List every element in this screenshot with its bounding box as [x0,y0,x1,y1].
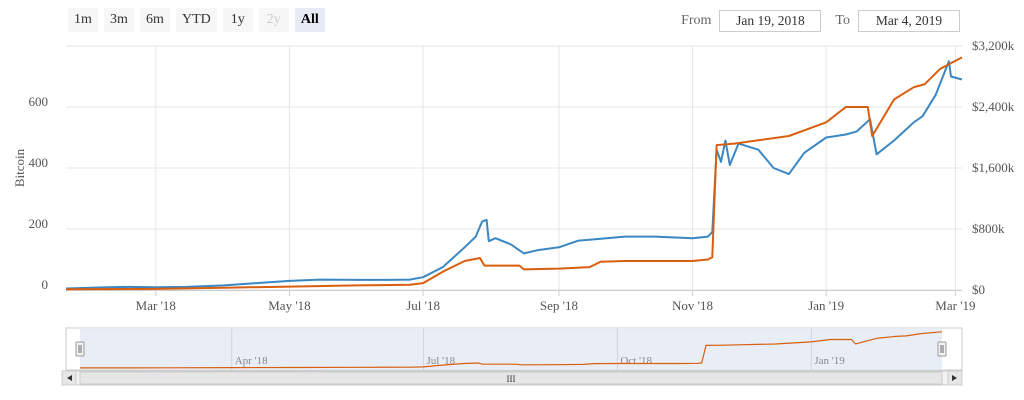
navigator-tick-label: Jan '19 [814,355,845,367]
y-right-tick-label: $0 [972,282,985,297]
navigator-series-line [79,331,943,369]
navigator-frame [65,327,963,371]
y-right-tick-label: $1,600k [972,160,1015,175]
range-selector: 1m 3m 6m YTD 1y 2y All [68,8,325,34]
from-label: From [681,13,712,28]
scroll-left-button[interactable] [61,370,77,386]
range-button-6m[interactable]: 6m [140,8,170,32]
y-right-tick-label: $2,400k [972,99,1015,114]
navigator-tick-label: Oct '18 [620,355,652,367]
scroll-right-icon [952,375,957,381]
y-axis-right: $0 $800k $1,600k $2,400k $3,200k [972,38,1015,297]
range-button-ytd[interactable]: YTD [176,8,217,32]
to-label: To [835,13,850,28]
series-line-left [65,60,963,290]
grid [66,45,962,291]
x-tick-label: Mar '19 [935,298,975,313]
range-button-2y: 2y [258,8,289,32]
x-tick-label: Jul '18 [406,298,440,313]
navigator-tick-label: Jul '18 [427,355,456,367]
y-left-tick-label: 400 [29,155,49,170]
x-axis: Mar '18 May '18 Jul '18 Sep '18 Nov '18 Jan '… [136,290,976,313]
series-line-right [65,56,963,291]
scrollbar-thumb[interactable] [79,371,943,385]
x-tick-label: Nov '18 [672,298,713,313]
navigator-handle-left[interactable] [75,341,85,357]
x-tick-label: Sep '18 [540,298,578,313]
range-button-1y[interactable]: 1y [222,8,253,32]
y-left-tick-label: 200 [29,216,49,231]
range-button-3m[interactable]: 3m [104,8,134,32]
navigator-tick-label: Apr '18 [235,355,268,367]
from-date-input[interactable]: Jan 19, 2018 [719,10,822,32]
y-left-tick-label: 600 [29,94,49,109]
navigator[interactable]: Apr '18 Jul '18 Oct '18 Jan '19 III [61,327,963,386]
navigator-handle-right[interactable] [937,341,947,357]
y-left-tick-label: 0 [42,277,49,292]
navigator-selected-range [80,328,942,370]
x-tick-label: Jan '19 [808,298,844,313]
y-right-tick-label: $800k [972,221,1005,236]
y-axis-left: 0 200 400 600 Bitcoin [12,94,48,292]
y-left-axis-title: Bitcoin [12,148,27,187]
y-right-tick-label: $3,200k [972,38,1015,53]
scroll-left-icon [67,375,72,381]
range-button-all[interactable]: All [294,8,325,32]
scrollbar-track [61,370,963,386]
to-date-input[interactable]: Mar 4, 2019 [858,10,960,32]
plot-area [65,56,963,291]
x-tick-label: Mar '18 [136,298,176,313]
range-button-1m[interactable]: 1m [68,8,98,32]
date-range: From Jan 19, 2018 To Mar 4, 2019 [681,10,960,32]
scroll-right-button[interactable] [947,370,963,386]
x-tick-label: May '18 [268,298,310,313]
scrollbar-grip: III [507,374,516,384]
